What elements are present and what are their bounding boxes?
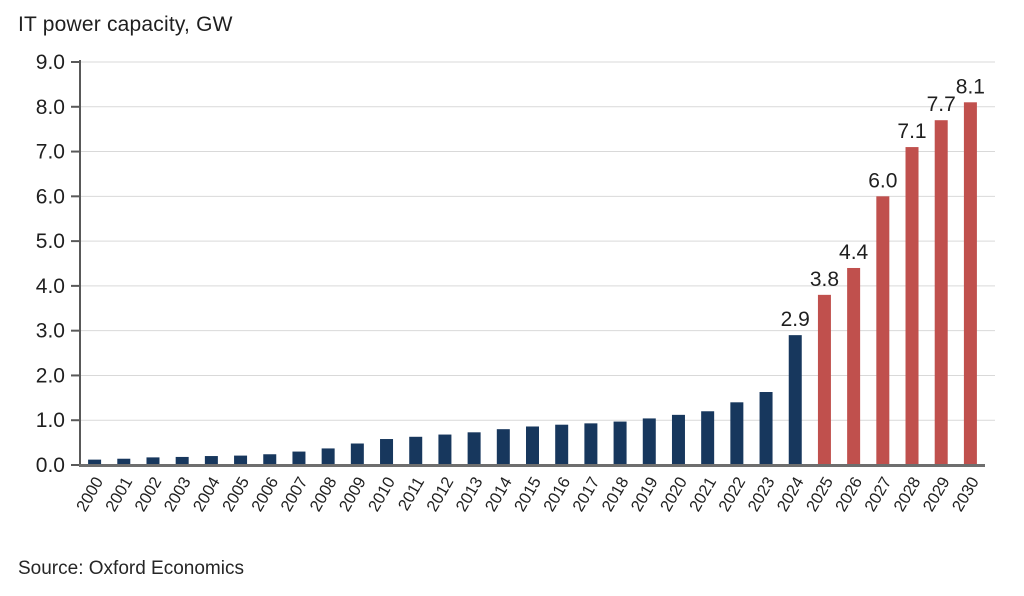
x-label-2000: 2000 — [73, 474, 107, 515]
x-label-2001: 2001 — [102, 474, 136, 515]
x-label-2013: 2013 — [453, 474, 487, 515]
bar-2018 — [613, 421, 627, 465]
y-tick-label: 5.0 — [36, 230, 65, 253]
data-label-2028: 7.1 — [897, 120, 926, 143]
bar-2016 — [555, 424, 569, 465]
x-label-2019: 2019 — [628, 474, 662, 515]
bar-2025 — [817, 294, 831, 465]
bar-2030 — [963, 102, 977, 466]
y-tick-label: 4.0 — [36, 275, 65, 298]
source-note: Source: Oxford Economics — [18, 558, 244, 579]
x-label-2017: 2017 — [569, 474, 603, 515]
y-tick-label: 6.0 — [36, 185, 65, 208]
x-label-2010: 2010 — [365, 474, 399, 515]
x-label-2002: 2002 — [132, 474, 166, 515]
bar-2005 — [234, 455, 248, 465]
bar-2002 — [146, 457, 160, 465]
bar-2001 — [117, 458, 131, 465]
y-tick-label: 2.0 — [36, 364, 65, 387]
x-label-2005: 2005 — [219, 474, 253, 515]
bar-2024 — [788, 335, 802, 465]
bar-2027 — [876, 196, 890, 466]
x-label-2027: 2027 — [861, 474, 895, 515]
x-label-2029: 2029 — [920, 474, 954, 515]
y-tick-label: 8.0 — [36, 96, 65, 119]
x-label-2022: 2022 — [715, 474, 749, 515]
bar-2007 — [292, 451, 306, 465]
y-tick-label: 0.0 — [36, 454, 65, 477]
y-tick-label: 3.0 — [36, 320, 65, 343]
x-label-2026: 2026 — [832, 474, 866, 515]
x-label-2014: 2014 — [482, 474, 516, 515]
x-label-2016: 2016 — [540, 474, 574, 515]
x-label-2004: 2004 — [190, 474, 224, 515]
y-tick-label: 1.0 — [36, 409, 65, 432]
bar-2008 — [321, 448, 335, 465]
bar-2013 — [467, 432, 481, 465]
bar-2011 — [409, 436, 423, 465]
x-label-2007: 2007 — [277, 474, 311, 515]
x-label-2023: 2023 — [745, 474, 779, 515]
bar-2021 — [701, 411, 715, 465]
bar-2023 — [759, 392, 773, 465]
bar-2009 — [350, 443, 364, 465]
x-label-2028: 2028 — [891, 474, 925, 515]
data-label-2026: 4.4 — [839, 241, 869, 264]
x-label-2008: 2008 — [307, 474, 341, 515]
data-label-2029: 7.7 — [927, 93, 956, 116]
bar-2029 — [934, 120, 948, 465]
x-label-2021: 2021 — [686, 474, 720, 515]
bar-2003 — [175, 456, 189, 465]
bar-2015 — [526, 426, 539, 465]
x-label-2025: 2025 — [803, 474, 837, 515]
data-label-2030: 8.1 — [956, 75, 985, 98]
bar-2017 — [584, 423, 598, 465]
x-label-2003: 2003 — [161, 474, 195, 515]
x-label-2030: 2030 — [949, 474, 983, 515]
bar-2006 — [263, 454, 277, 465]
bar-2004 — [204, 456, 218, 465]
x-label-2020: 2020 — [657, 474, 691, 515]
x-label-2011: 2011 — [395, 474, 428, 514]
x-label-2006: 2006 — [248, 474, 282, 515]
x-label-2012: 2012 — [423, 474, 457, 515]
x-label-2009: 2009 — [336, 474, 370, 515]
bar-2012 — [438, 434, 452, 465]
x-label-2024: 2024 — [774, 474, 808, 515]
bar-2026 — [847, 267, 861, 465]
chart-title: IT power capacity, GW — [18, 13, 233, 36]
bar-2022 — [730, 402, 744, 465]
data-label-2025: 3.8 — [810, 268, 839, 291]
bar-2000 — [88, 459, 102, 465]
bar-2010 — [380, 439, 394, 465]
bar-2014 — [496, 429, 510, 465]
y-tick-label: 7.0 — [36, 141, 65, 164]
bar-2019 — [642, 418, 656, 465]
x-label-2015: 2015 — [511, 474, 545, 515]
y-tick-label: 9.0 — [36, 51, 65, 74]
bar-2020 — [671, 414, 685, 465]
x-label-2018: 2018 — [599, 474, 633, 515]
bar-2028 — [905, 147, 919, 466]
data-label-2024: 2.9 — [781, 308, 810, 331]
data-label-2027: 6.0 — [868, 169, 897, 192]
